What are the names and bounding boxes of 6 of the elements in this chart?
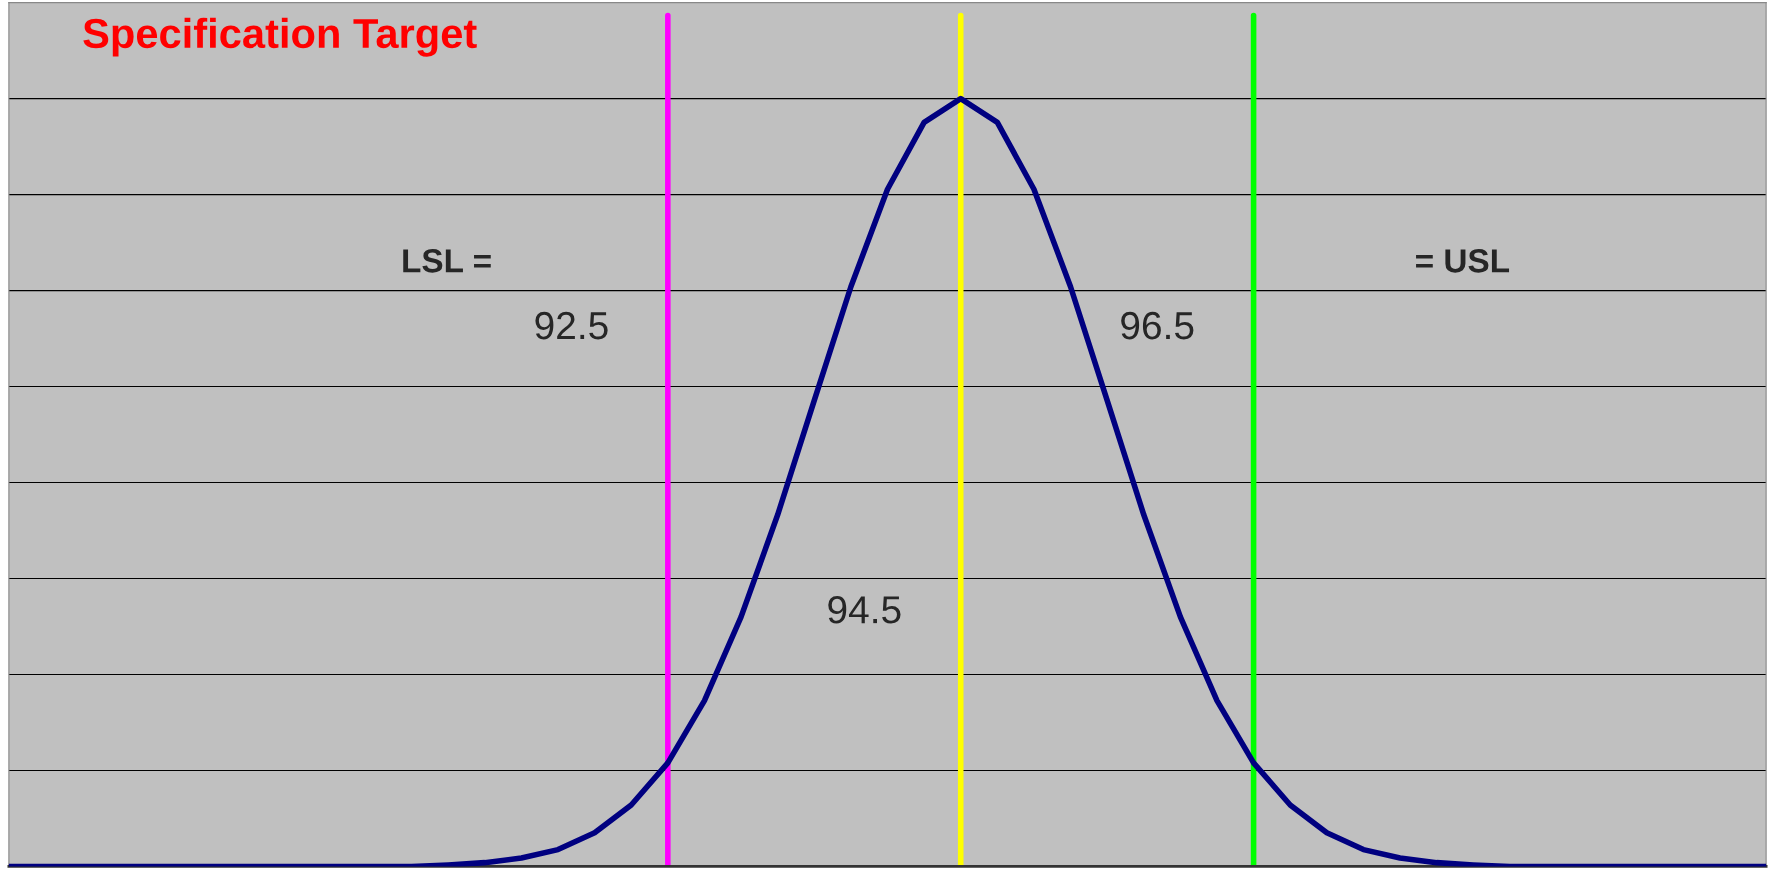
annotation: 92.5 bbox=[535, 311, 608, 340]
annotation: 94.5 bbox=[828, 595, 901, 624]
annotation: 96.5 bbox=[1121, 311, 1194, 340]
annotation: = USL bbox=[1416, 249, 1510, 273]
chart-title: Specification Target bbox=[83, 17, 477, 57]
annotation: LSL = bbox=[403, 249, 491, 273]
